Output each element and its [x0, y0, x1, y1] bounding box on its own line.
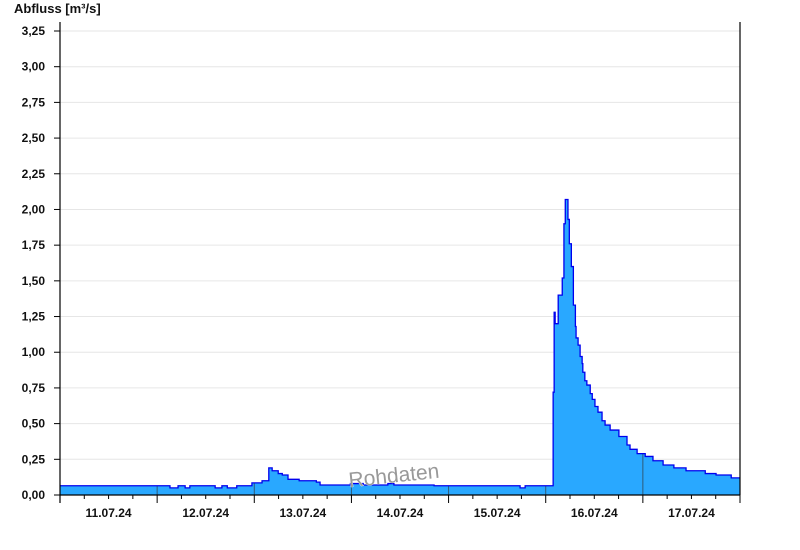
- y-tick-label: 2,75: [22, 95, 46, 109]
- x-tick-label: 15.07.24: [474, 506, 521, 520]
- y-tick-label: 2,25: [22, 167, 46, 181]
- y-tick-label: 0,75: [22, 381, 46, 395]
- y-tick-label: 1,50: [22, 274, 46, 288]
- gridlines: [60, 30, 740, 460]
- discharge-area: [60, 199, 740, 495]
- x-tick-label: 14.07.24: [377, 506, 424, 520]
- discharge-line: [60, 198, 740, 489]
- y-tick-label: 1,75: [22, 238, 46, 252]
- x-tick-label: 16.07.24: [571, 506, 618, 520]
- y-tick-label: 0,50: [22, 417, 46, 431]
- x-axis-ticks: 11.07.24 12.07.24 13.07.24 14.07.24 15.07.24…: [59, 495, 741, 520]
- y-tick-label: 3,00: [22, 60, 46, 74]
- x-tick-label: 12.07.24: [182, 506, 229, 520]
- y-tick-label: 3,25: [22, 24, 46, 38]
- y-tick-label: 2,00: [22, 202, 46, 216]
- y-axis-label: Abfluss [m³/s]: [14, 1, 101, 16]
- y-tick-label: 0,25: [22, 452, 46, 466]
- y-tick-label: 1,25: [22, 310, 46, 324]
- axes: [59, 22, 741, 503]
- y-tick-label: 1,00: [22, 345, 46, 359]
- x-tick-label: 17.07.24: [668, 506, 715, 520]
- x-tick-label: 13.07.24: [279, 506, 326, 520]
- x-tick-label: 11.07.24: [86, 506, 132, 520]
- y-axis-ticks: 0,00 0,25 0,50 0,75 1,00 1,25 1,50 1,75 2,00 2,25…: [22, 24, 60, 502]
- y-tick-label: 2,50: [22, 131, 46, 145]
- y-tick-label: 0,00: [22, 488, 46, 502]
